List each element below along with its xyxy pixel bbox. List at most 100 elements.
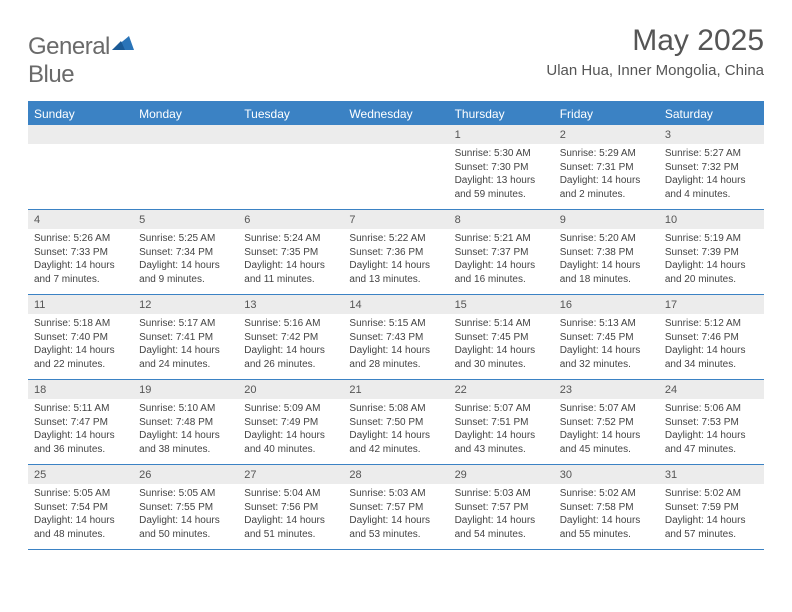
daylight-text: Daylight: 13 hours and 59 minutes. [455, 174, 548, 201]
sunrise-text: Sunrise: 5:05 AM [34, 487, 127, 501]
day-details: Sunrise: 5:04 AMSunset: 7:56 PMDaylight:… [238, 484, 343, 547]
day-number: 29 [449, 465, 554, 484]
daylight-text: Daylight: 14 hours and 48 minutes. [34, 514, 127, 541]
sunrise-text: Sunrise: 5:25 AM [139, 232, 232, 246]
day-number: 4 [28, 210, 133, 229]
day-number: 1 [449, 125, 554, 144]
sunrise-text: Sunrise: 5:10 AM [139, 402, 232, 416]
calendar: Sunday Monday Tuesday Wednesday Thursday… [28, 101, 764, 550]
weekday-col: Monday [133, 103, 238, 125]
sunset-text: Sunset: 7:54 PM [34, 501, 127, 515]
day-number: 13 [238, 295, 343, 314]
day-cell: 22Sunrise: 5:07 AMSunset: 7:51 PMDayligh… [449, 380, 554, 464]
weekday-col: Tuesday [238, 103, 343, 125]
sunset-text: Sunset: 7:59 PM [665, 501, 758, 515]
day-details: Sunrise: 5:25 AMSunset: 7:34 PMDaylight:… [133, 229, 238, 292]
sunrise-text: Sunrise: 5:13 AM [560, 317, 653, 331]
daylight-text: Daylight: 14 hours and 4 minutes. [665, 174, 758, 201]
day-cell [238, 125, 343, 209]
daylight-text: Daylight: 14 hours and 43 minutes. [455, 429, 548, 456]
day-details: Sunrise: 5:05 AMSunset: 7:55 PMDaylight:… [133, 484, 238, 547]
daylight-text: Daylight: 14 hours and 9 minutes. [139, 259, 232, 286]
daylight-text: Daylight: 14 hours and 2 minutes. [560, 174, 653, 201]
sunrise-text: Sunrise: 5:11 AM [34, 402, 127, 416]
day-cell: 17Sunrise: 5:12 AMSunset: 7:46 PMDayligh… [659, 295, 764, 379]
sunset-text: Sunset: 7:33 PM [34, 246, 127, 260]
day-number: 17 [659, 295, 764, 314]
page-title: May 2025 [546, 24, 764, 58]
day-number: 3 [659, 125, 764, 144]
day-details: Sunrise: 5:15 AMSunset: 7:43 PMDaylight:… [343, 314, 448, 377]
day-cell: 15Sunrise: 5:14 AMSunset: 7:45 PMDayligh… [449, 295, 554, 379]
sunrise-text: Sunrise: 5:07 AM [455, 402, 548, 416]
day-cell: 27Sunrise: 5:04 AMSunset: 7:56 PMDayligh… [238, 465, 343, 549]
day-details: Sunrise: 5:22 AMSunset: 7:36 PMDaylight:… [343, 229, 448, 292]
sunrise-text: Sunrise: 5:07 AM [560, 402, 653, 416]
sunset-text: Sunset: 7:42 PM [244, 331, 337, 345]
sunset-text: Sunset: 7:56 PM [244, 501, 337, 515]
sunrise-text: Sunrise: 5:08 AM [349, 402, 442, 416]
day-number [343, 125, 448, 144]
day-cell [133, 125, 238, 209]
sunset-text: Sunset: 7:57 PM [455, 501, 548, 515]
day-details: Sunrise: 5:07 AMSunset: 7:52 PMDaylight:… [554, 399, 659, 462]
day-cell: 24Sunrise: 5:06 AMSunset: 7:53 PMDayligh… [659, 380, 764, 464]
day-number: 11 [28, 295, 133, 314]
day-details: Sunrise: 5:17 AMSunset: 7:41 PMDaylight:… [133, 314, 238, 377]
sunrise-text: Sunrise: 5:04 AM [244, 487, 337, 501]
day-cell: 2Sunrise: 5:29 AMSunset: 7:31 PMDaylight… [554, 125, 659, 209]
week-row: 4Sunrise: 5:26 AMSunset: 7:33 PMDaylight… [28, 210, 764, 295]
day-number: 26 [133, 465, 238, 484]
week-row: 18Sunrise: 5:11 AMSunset: 7:47 PMDayligh… [28, 380, 764, 465]
day-details: Sunrise: 5:12 AMSunset: 7:46 PMDaylight:… [659, 314, 764, 377]
day-cell: 8Sunrise: 5:21 AMSunset: 7:37 PMDaylight… [449, 210, 554, 294]
day-number: 8 [449, 210, 554, 229]
day-details: Sunrise: 5:19 AMSunset: 7:39 PMDaylight:… [659, 229, 764, 292]
sunset-text: Sunset: 7:39 PM [665, 246, 758, 260]
sunset-text: Sunset: 7:32 PM [665, 161, 758, 175]
daylight-text: Daylight: 14 hours and 20 minutes. [665, 259, 758, 286]
daylight-text: Daylight: 14 hours and 50 minutes. [139, 514, 232, 541]
sunset-text: Sunset: 7:49 PM [244, 416, 337, 430]
sunrise-text: Sunrise: 5:16 AM [244, 317, 337, 331]
day-cell: 5Sunrise: 5:25 AMSunset: 7:34 PMDaylight… [133, 210, 238, 294]
day-details: Sunrise: 5:16 AMSunset: 7:42 PMDaylight:… [238, 314, 343, 377]
daylight-text: Daylight: 14 hours and 32 minutes. [560, 344, 653, 371]
brand-word1: General [28, 33, 110, 61]
day-cell: 20Sunrise: 5:09 AMSunset: 7:49 PMDayligh… [238, 380, 343, 464]
day-number [238, 125, 343, 144]
day-cell: 16Sunrise: 5:13 AMSunset: 7:45 PMDayligh… [554, 295, 659, 379]
sunset-text: Sunset: 7:30 PM [455, 161, 548, 175]
day-details: Sunrise: 5:21 AMSunset: 7:37 PMDaylight:… [449, 229, 554, 292]
sunrise-text: Sunrise: 5:20 AM [560, 232, 653, 246]
daylight-text: Daylight: 14 hours and 45 minutes. [560, 429, 653, 456]
sunset-text: Sunset: 7:37 PM [455, 246, 548, 260]
day-cell: 1Sunrise: 5:30 AMSunset: 7:30 PMDaylight… [449, 125, 554, 209]
weeks-container: 1Sunrise: 5:30 AMSunset: 7:30 PMDaylight… [28, 125, 764, 550]
day-number: 15 [449, 295, 554, 314]
sunrise-text: Sunrise: 5:29 AM [560, 147, 653, 161]
sunrise-text: Sunrise: 5:12 AM [665, 317, 758, 331]
day-cell: 11Sunrise: 5:18 AMSunset: 7:40 PMDayligh… [28, 295, 133, 379]
day-cell: 7Sunrise: 5:22 AMSunset: 7:36 PMDaylight… [343, 210, 448, 294]
day-number: 18 [28, 380, 133, 399]
daylight-text: Daylight: 14 hours and 54 minutes. [455, 514, 548, 541]
day-number: 9 [554, 210, 659, 229]
sunset-text: Sunset: 7:48 PM [139, 416, 232, 430]
sunset-text: Sunset: 7:40 PM [34, 331, 127, 345]
day-cell: 3 Sunrise: 5:27 AMSunset: 7:32 PMDaylight… [659, 125, 764, 209]
daylight-text: Daylight: 14 hours and 16 minutes. [455, 259, 548, 286]
day-details: Sunrise: 5:14 AMSunset: 7:45 PMDaylight:… [449, 314, 554, 377]
sunrise-text: Sunrise: 5:27 AM [665, 147, 758, 161]
sunset-text: Sunset: 7:52 PM [560, 416, 653, 430]
day-cell [28, 125, 133, 209]
day-details: Sunrise: 5:30 AMSunset: 7:30 PMDaylight:… [449, 144, 554, 207]
weekday-col: Wednesday [343, 103, 448, 125]
daylight-text: Daylight: 14 hours and 36 minutes. [34, 429, 127, 456]
day-number: 24 [659, 380, 764, 399]
sunset-text: Sunset: 7:47 PM [34, 416, 127, 430]
day-number: 19 [133, 380, 238, 399]
day-number: 21 [343, 380, 448, 399]
location-subtitle: Ulan Hua, Inner Mongolia, China [546, 62, 764, 79]
calendar-page: General May 2025 Ulan Hua, Inner Mongoli… [0, 0, 792, 566]
